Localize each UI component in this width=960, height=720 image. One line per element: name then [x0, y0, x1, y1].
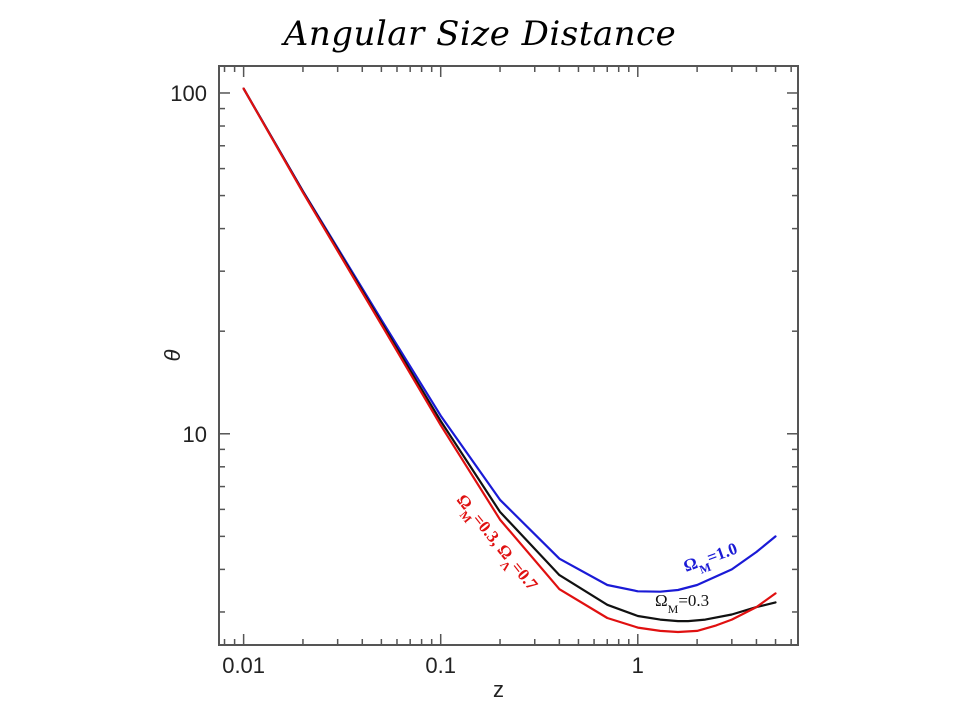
plot-frame: [218, 65, 799, 646]
x-tick-label: 0.01: [222, 653, 265, 678]
slide-title: Angular Size Distance: [283, 14, 677, 54]
annotation-red: ΩM=0.3, ΩΛ=0.7: [448, 491, 542, 598]
x-tick-label: 1: [632, 653, 644, 678]
series-line-black: [242, 87, 777, 623]
y-axis-label: θ: [160, 349, 185, 361]
annotation-black: ΩM=0.3: [655, 591, 709, 616]
series-line-red: [242, 87, 777, 634]
y-tick-label: 10: [183, 422, 207, 447]
series-line-blue: [242, 87, 777, 593]
annotation-blue: ΩM=1.0: [681, 539, 742, 582]
y-tick-label: 100: [170, 81, 207, 106]
x-tick-label: 0.1: [425, 653, 456, 678]
x-axis-label: z: [493, 677, 504, 702]
